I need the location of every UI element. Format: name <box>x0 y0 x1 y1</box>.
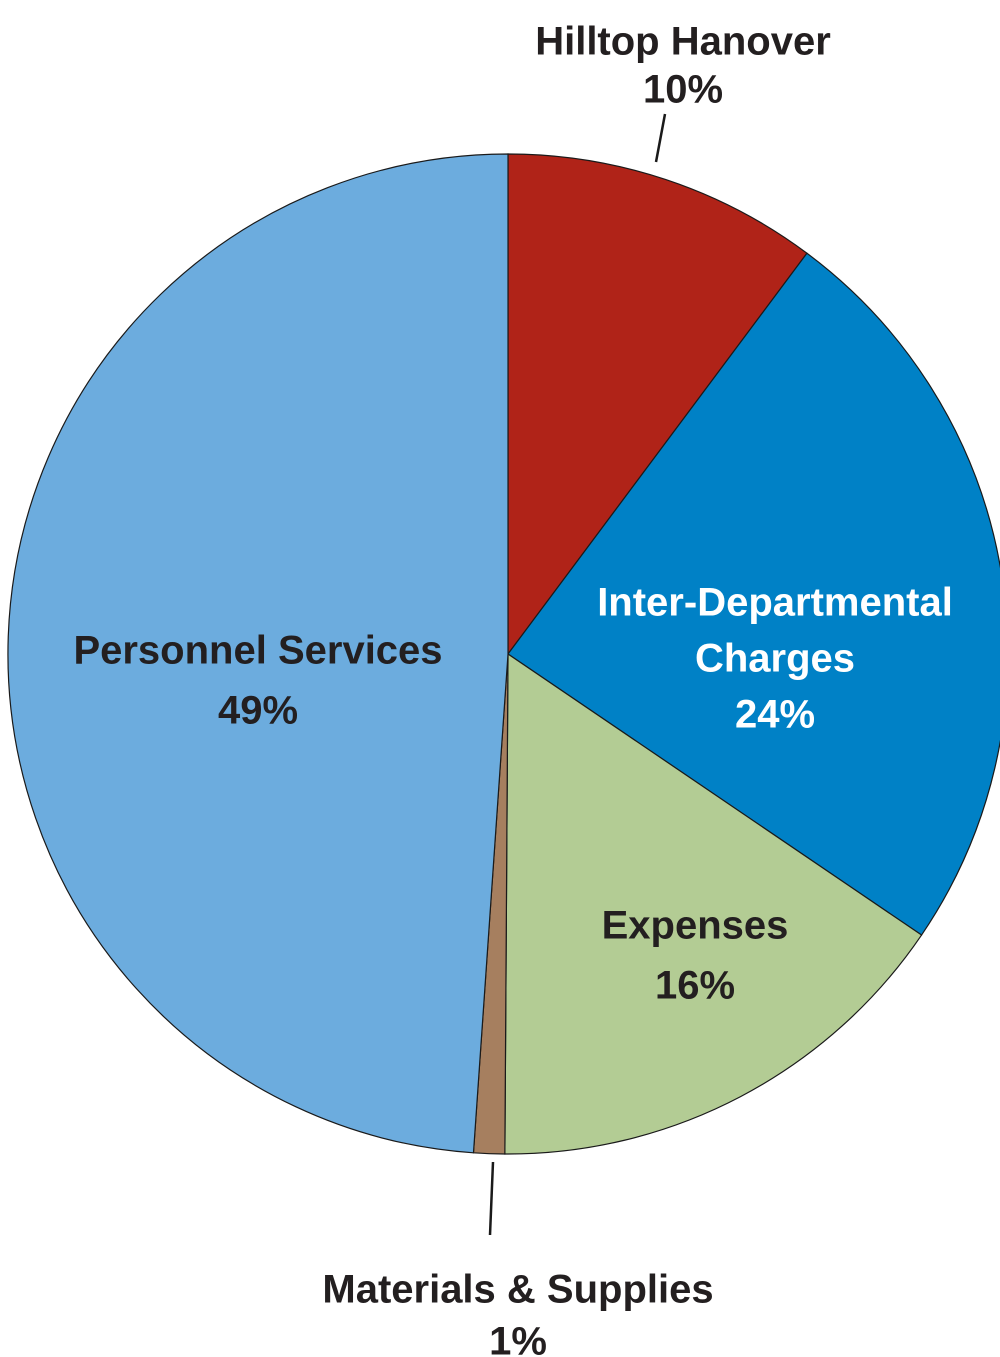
expenses-label: Expenses <box>602 904 789 948</box>
hilltop-hanover-label: Hilltop Hanover <box>535 20 831 64</box>
expenses-percent-label: 16% <box>655 964 735 1008</box>
leader-line-materials-supplies <box>488 1161 495 1236</box>
inter-departmental-charges-label: Charges <box>695 637 855 681</box>
leader-line-hilltop-hanover <box>654 113 667 163</box>
inter-departmental-charges-label: Inter-Departmental <box>597 581 953 625</box>
pie-slice-expenses <box>504 652 923 1155</box>
materials-supplies-label: Materials & Supplies <box>322 1268 713 1312</box>
pie-slices <box>7 153 1000 1155</box>
leader-lines <box>488 113 667 1236</box>
pie-slice-hilltop-hanover <box>507 153 808 656</box>
inter-departmental-charges-percent-label: 24% <box>735 693 815 737</box>
pie-slice-inter-departmental-charges <box>507 252 1000 936</box>
materials-supplies-percent-label: 1% <box>489 1320 547 1357</box>
hilltop-hanover-percent-label: 10% <box>643 68 723 112</box>
pie-slice-personnel-services <box>7 153 509 1154</box>
personnel-services-label: Personnel Services <box>73 629 442 673</box>
personnel-services-percent-label: 49% <box>218 689 298 733</box>
